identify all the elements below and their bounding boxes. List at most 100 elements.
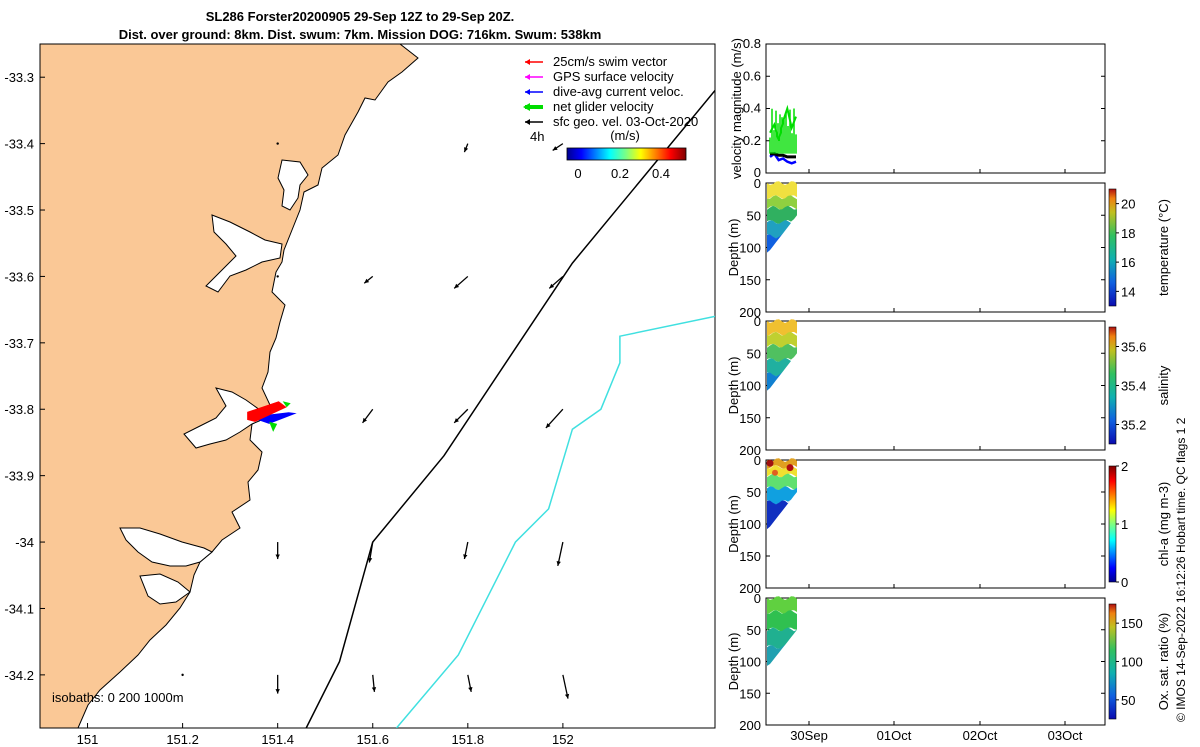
- salinity-colorbar-tick-label: 35.4: [1121, 379, 1146, 394]
- oxygen-panel: 0 50 100 150 200 Depth (m) 50 100 150 Ox. sat. ra…: [726, 591, 1171, 733]
- current-arrow-head: [464, 147, 469, 153]
- title-line-1: SL286 Forster20200905 29-Sep 12Z to 29-S…: [205, 9, 515, 24]
- map-longitude-axis: 151 151.2 151.4 151.6 151.8 152: [77, 723, 574, 747]
- lon-tick-label: 151: [77, 732, 99, 747]
- temperature-section-layer: [767, 215, 797, 253]
- oxygen-section-layer: [767, 629, 797, 666]
- footer-stamp: © IMOS 14-Sep-2022 16:12:26 Hobart time.…: [1174, 417, 1188, 722]
- colorbar-unit-label: (m/s): [610, 128, 640, 143]
- salinity-section-layer: [767, 353, 797, 391]
- chla-ytick-label: 50: [747, 485, 761, 500]
- current-arrow-head: [552, 146, 558, 151]
- velocity-frame: [765, 43, 1106, 174]
- oxygen-section-layer: [767, 627, 797, 649]
- velocity-series-line: [769, 104, 797, 142]
- isobath-1000m-line: [395, 315, 715, 728]
- lat-tick-label: -33.4: [4, 137, 34, 152]
- lat-tick-label: -33.7: [4, 336, 34, 351]
- temperature-section-layer: [767, 181, 797, 200]
- temperature-ytick-label: 0: [754, 176, 761, 191]
- oxygen-colorbar-tick-label: 150: [1121, 616, 1143, 631]
- track-swim-band: [247, 401, 287, 422]
- current-arrow-head: [468, 687, 473, 692]
- time-label: 4h: [530, 129, 544, 144]
- lat-tick-label: -34: [15, 535, 34, 550]
- current-arrow-head: [275, 554, 280, 560]
- current-arrow-head: [556, 561, 561, 566]
- current-arrow-head: [545, 423, 551, 428]
- temperature-frame: [765, 182, 1106, 313]
- oxygen-ytick-label: 100: [739, 655, 761, 670]
- legend-swatch-gps-head: [525, 74, 530, 80]
- chla-ytick-label: 0: [754, 453, 761, 468]
- map-panel: 151 151.2 151.4 151.6 151.8 152 -33.3 -33.4 -33…: [4, 43, 716, 747]
- chla-colorbar-tick-label: 0: [1121, 575, 1128, 590]
- lon-tick-label: 152: [552, 732, 574, 747]
- salinity-colorbar-tick-label: 35.2: [1121, 418, 1146, 433]
- temperature-colorbar-tick-label: 20: [1121, 197, 1135, 212]
- oxygen-colorbar: [1108, 603, 1117, 720]
- chla-colorbar-tick-label: 2: [1121, 459, 1128, 474]
- chla-frame: [765, 459, 1106, 589]
- temperature-colorbar-label: temperature (°C): [1156, 199, 1171, 296]
- time-tick-label: 30Sep: [790, 728, 828, 743]
- chla-section-layer: [767, 473, 797, 491]
- chla-section-layer: [767, 486, 797, 505]
- chla-hotspot: [772, 469, 778, 476]
- map-latitude-axis: -33.3 -33.4 -33.5 -33.6 -33.7 -33.8 -33.9 -34 -3…: [4, 70, 45, 683]
- salinity-section-layer: [767, 331, 797, 348]
- isobaths-layer: [305, 90, 715, 728]
- legend-swatch-net-head: [523, 103, 530, 111]
- salinity-ytick-label: 100: [739, 379, 761, 394]
- lat-tick-label: -33.8: [4, 402, 34, 417]
- current-arrow-dot: [181, 673, 184, 677]
- current-arrow-dot: [276, 275, 279, 278]
- legend-label-gps: GPS surface velocity: [553, 69, 674, 84]
- oxygen-ytick-label: 50: [747, 623, 761, 638]
- salinity-section-layer: [767, 343, 797, 362]
- lon-tick-label: 151.8: [452, 732, 485, 747]
- lon-tick-label: 151.2: [166, 732, 199, 747]
- chla-ytick-label: 100: [739, 517, 761, 532]
- oxygen-section-layer: [767, 610, 797, 632]
- lat-tick-label: -34.2: [4, 668, 34, 683]
- colorbar-tick-0: 0: [574, 166, 581, 181]
- oxygen-colorbar-tick-label: 50: [1121, 693, 1135, 708]
- lon-tick-label: 151.4: [261, 732, 294, 747]
- current-arrow-head: [463, 554, 468, 560]
- lat-tick-label: -33.3: [4, 70, 34, 85]
- salinity-section-layer: [767, 353, 797, 377]
- lon-tick-label: 151.6: [356, 732, 389, 747]
- time-axis: 30Sep 01Oct 02Oct 03Oct: [790, 728, 1083, 743]
- current-arrow-head: [275, 689, 280, 694]
- time-tick-label: 01Oct: [877, 728, 912, 743]
- salinity-frame: [765, 320, 1106, 451]
- lat-tick-label: -34.1: [4, 601, 34, 616]
- map-legend: 25cm/s swim vector GPS surface velocity …: [523, 54, 698, 144]
- temperature-colorbar-tick-label: 18: [1121, 226, 1135, 241]
- temperature-ytick-label: 100: [739, 241, 761, 256]
- oxygen-ylabel: Depth (m): [726, 633, 741, 691]
- colorbar-tick-1: 0.2: [611, 166, 629, 181]
- chla-ylabel: Depth (m): [726, 495, 741, 553]
- isobaths-label: isobaths: 0 200 1000m: [52, 690, 184, 705]
- legend-label-swim: 25cm/s swim vector: [553, 54, 668, 69]
- oxygen-frame: [765, 597, 1106, 726]
- salinity-ylabel: Depth (m): [726, 357, 741, 415]
- current-arrow-head: [454, 283, 460, 289]
- salinity-ytick-label: 0: [754, 314, 761, 329]
- salinity-colorbar: [1108, 326, 1117, 445]
- current-arrow-head: [367, 557, 373, 563]
- track-net-end: [282, 401, 291, 408]
- isobath-200m-line: [305, 90, 715, 728]
- chla-colorbar-tick-label: 1: [1121, 517, 1128, 532]
- legend-swatch-dac-head: [525, 89, 530, 95]
- chla-ytick-label: 150: [739, 549, 761, 564]
- temperature-colorbar: [1108, 188, 1117, 307]
- oxygen-ytick-label: 200: [739, 718, 761, 733]
- temperature-colorbar-tick-label: 14: [1121, 284, 1135, 299]
- oxygen-section-layer: [767, 596, 797, 614]
- temperature-section-layer: [767, 195, 797, 210]
- estuary-south: [119, 527, 213, 567]
